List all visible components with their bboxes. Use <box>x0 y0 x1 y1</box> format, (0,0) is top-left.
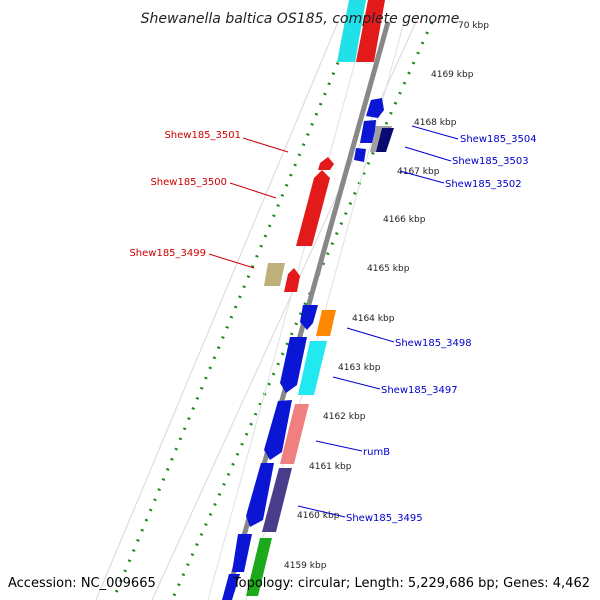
gene-red-3499 <box>284 268 300 292</box>
leader-line-3502 <box>399 170 445 184</box>
inner-guide-line-left <box>95 21 339 600</box>
gene-blue-3502 <box>354 148 366 162</box>
gene-blue-3504 <box>366 98 384 118</box>
tick-label: 4164 kbp <box>352 314 395 324</box>
gene-label-shew185-3497: Shew185_3497 <box>381 385 458 396</box>
leader-line-rumB <box>315 440 363 452</box>
inner-guide-line-right <box>151 21 417 600</box>
leader-line-3501 <box>242 137 289 153</box>
gene-cyan-3497 <box>298 341 327 395</box>
gene-label-shew185-3503: Shew185_3503 <box>452 156 529 167</box>
tick-label: 4162 kbp <box>323 412 366 422</box>
gene-blue-bottom-2 <box>222 574 240 600</box>
outer-right-dotted-ring <box>170 21 434 600</box>
gene-red-3500 <box>296 170 330 246</box>
tick-label: 70 kbp <box>458 21 489 31</box>
gene-label-shew185-3502: Shew185_3502 <box>445 179 522 190</box>
gene-khaki-3499 <box>264 263 285 286</box>
gene-label-shew185-3498: Shew185_3498 <box>395 338 472 349</box>
leader-line-3504 <box>411 125 459 140</box>
gene-red-3501 <box>318 157 334 170</box>
gene-pink-rumB <box>280 404 309 464</box>
tick-label: 4165 kbp <box>367 264 410 274</box>
gene-blue-bottom <box>232 534 252 572</box>
gene-blue-3498 <box>300 305 318 330</box>
gene-label-shew185-3501: Shew185_3501 <box>164 130 241 141</box>
guide-line-l2 <box>207 21 367 600</box>
tick-label: 4168 kbp <box>414 118 457 128</box>
leader-line-3495 <box>297 505 346 518</box>
tick-label: 4160 kbp <box>297 511 340 521</box>
gene-navy-3503 <box>376 128 394 152</box>
gene-label-rumB: rumB <box>363 447 390 458</box>
gene-green-bottom <box>246 538 272 596</box>
gene-blue-3495 <box>246 463 274 527</box>
gene-blue-rumB <box>264 400 292 460</box>
gene-purple-3495 <box>262 468 292 532</box>
gene-label-shew185-3500: Shew185_3500 <box>150 177 227 188</box>
tick-label: 4159 kbp <box>284 561 327 571</box>
leader-line-3503 <box>404 146 452 162</box>
tick-label: 4167 kbp <box>397 167 440 177</box>
tick-label: 4161 kbp <box>309 462 352 472</box>
gene-red-top <box>356 0 385 62</box>
map-title: Shewanella baltica OS185, complete genom… <box>141 11 460 27</box>
gene-blue-a <box>360 120 376 143</box>
tick-label: 4166 kbp <box>383 215 426 225</box>
gene-cyan-top <box>337 0 366 62</box>
tick-label: 4169 kbp <box>431 70 474 80</box>
leader-line-3498 <box>346 327 395 343</box>
genome-summary: Topology: circular; Length: 5,229,686 bp… <box>232 576 590 591</box>
leader-line-3497 <box>332 376 381 390</box>
tick-label: 4163 kbp <box>338 363 381 373</box>
accession-text: Accession: NC_009665 <box>8 576 156 591</box>
gene-orange-3498 <box>316 310 336 336</box>
gene-label-shew185-3495: Shew185_3495 <box>346 513 423 524</box>
gene-label-shew185-3504: Shew185_3504 <box>460 134 537 145</box>
gene-label-shew185-3499: Shew185_3499 <box>129 248 206 259</box>
leader-line-3499 <box>208 253 255 269</box>
gene-blue-3497 <box>280 337 307 393</box>
leader-line-3500 <box>229 182 277 199</box>
